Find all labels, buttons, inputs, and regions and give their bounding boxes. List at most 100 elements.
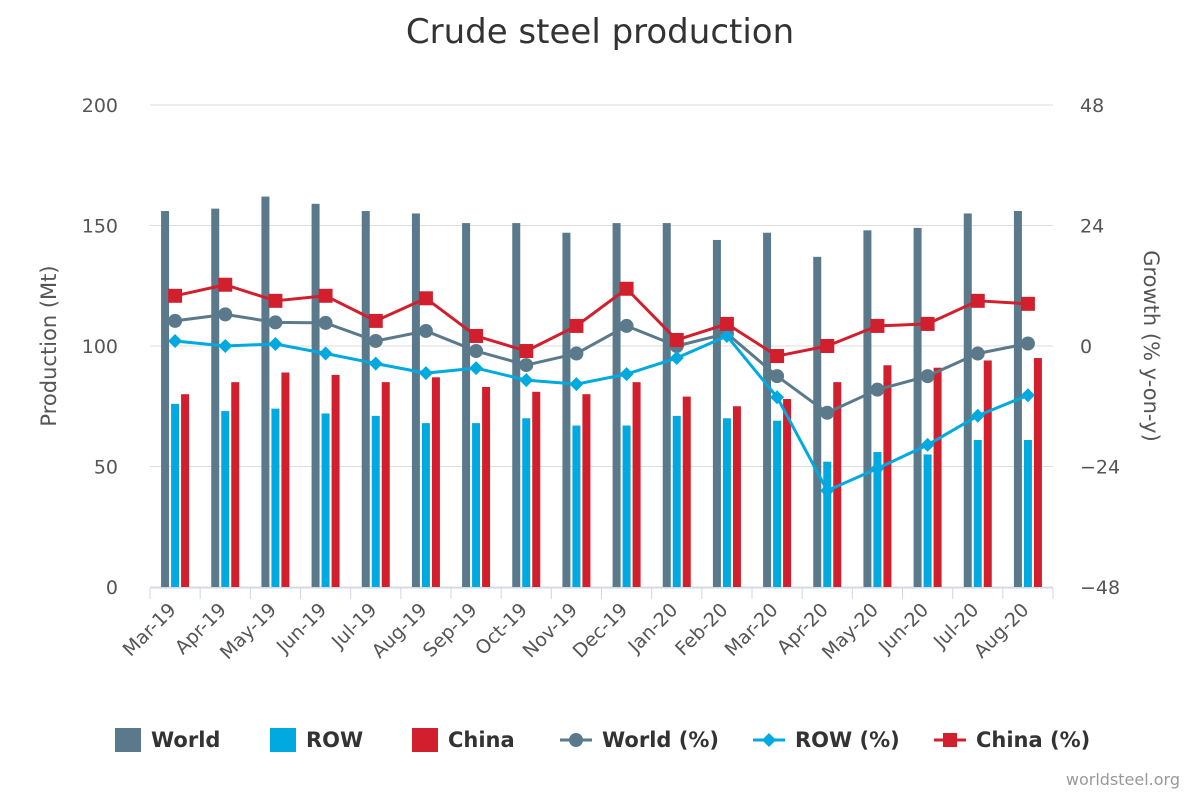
bar-world	[161, 211, 170, 588]
bar-world	[662, 223, 671, 587]
marker-china-pct	[1020, 296, 1035, 311]
bar-world	[211, 208, 220, 587]
legend-swatch-china-pct	[934, 733, 966, 747]
bar-china	[281, 372, 290, 587]
marker-row-pct	[1020, 388, 1035, 403]
y2-tick-label: −24	[1080, 457, 1120, 479]
bar-row	[823, 461, 832, 587]
marker-china-pct	[519, 344, 534, 359]
bar-row	[773, 420, 782, 587]
y-axis-title: Production (Mt)	[37, 265, 61, 426]
bar-row	[371, 415, 380, 587]
marker-row-pct	[770, 390, 785, 405]
marker-row-pct	[719, 328, 734, 343]
x-tick-label: Dec-19	[569, 599, 633, 663]
marker-world-pct	[619, 318, 634, 333]
marker-world-pct	[218, 307, 233, 322]
x-tick-label: Aug-20	[970, 599, 1034, 663]
y-tick-label: 200	[82, 95, 118, 117]
bar-row	[672, 415, 681, 587]
x-tick-label: Jan-20	[623, 599, 682, 658]
bar-china	[532, 391, 541, 587]
marker-world-pct	[469, 344, 484, 359]
bar-china	[933, 367, 942, 587]
bar-world	[763, 232, 772, 588]
marker-row-pct	[569, 377, 584, 392]
marker-china-pct	[318, 288, 333, 303]
legend-swatch-row-pct	[753, 733, 785, 747]
marker-world-pct	[1020, 336, 1035, 351]
bar-world	[863, 230, 872, 587]
source-credit[interactable]: worldsteel.org	[1065, 770, 1180, 789]
y2-tick-label: 48	[1080, 95, 1104, 117]
marker-world-pct	[870, 382, 885, 397]
line-world-pct	[174, 312, 1029, 415]
marker-china-pct	[418, 291, 433, 306]
marker-china-pct	[970, 293, 985, 308]
bar-china	[231, 382, 240, 587]
legend-item-row[interactable]: ROW	[270, 722, 363, 758]
marker-row-pct	[218, 339, 233, 353]
legend-item-world-pct[interactable]: World (%)	[560, 722, 719, 758]
legend-label-world-pct: World (%)	[602, 728, 719, 752]
marker-china-pct	[218, 277, 233, 292]
marker-row-pct	[820, 483, 835, 498]
legend-label-china-pct: China (%)	[976, 728, 1091, 752]
bar-row	[923, 454, 932, 587]
y-tick-label: 150	[82, 216, 118, 238]
bar-row	[973, 439, 982, 587]
bar-china	[431, 377, 440, 587]
marker-china-pct	[569, 318, 584, 333]
marker-row-pct	[970, 408, 985, 423]
bar-china	[582, 394, 591, 587]
legend-item-row-pct[interactable]: ROW (%)	[753, 722, 900, 758]
bar-china	[983, 360, 992, 587]
legend-item-china-pct[interactable]: China (%)	[934, 722, 1090, 758]
legend-label-world: World	[151, 728, 221, 752]
marker-china-pct	[619, 281, 634, 296]
marker-world-pct	[820, 405, 835, 420]
bar-china	[682, 396, 691, 587]
bar-world	[462, 223, 471, 587]
legend-item-china[interactable]: China	[412, 722, 515, 758]
bar-world	[512, 223, 521, 587]
bar-world	[963, 213, 972, 587]
bar-row	[572, 425, 581, 587]
line-row-pct	[174, 334, 1029, 493]
bar-world	[261, 196, 270, 587]
bar-row	[622, 425, 631, 587]
line-china-pct	[174, 283, 1029, 358]
marker-row-pct	[870, 461, 885, 476]
marker-world-pct	[368, 333, 383, 348]
marker-china-pct	[469, 328, 484, 343]
x-tick-label: Jun-20	[874, 599, 933, 658]
bar-china	[331, 374, 340, 587]
y2-tick-label: 0	[1080, 336, 1092, 358]
legend-item-world[interactable]: World	[115, 722, 220, 758]
chart-title: Crude steel production	[405, 12, 795, 52]
x-tick-label: Mar-19	[119, 599, 181, 661]
bar-world	[361, 211, 370, 588]
marker-row-pct	[669, 351, 684, 366]
y-tick-label: 0	[106, 577, 118, 599]
marker-world-pct	[318, 315, 333, 330]
bar-row	[722, 418, 731, 587]
bar-row	[271, 408, 280, 587]
marker-world-pct	[920, 369, 935, 384]
marker-china-pct	[669, 332, 684, 347]
marker-world-pct	[770, 369, 785, 384]
y-tick-label: 100	[82, 336, 118, 358]
x-tick-label: Mar-20	[721, 599, 783, 661]
legend-swatch-world	[115, 728, 141, 752]
legend-label-china: China	[448, 728, 515, 752]
y2-axis-title: Growth (% y-on-y)	[1139, 250, 1163, 442]
bar-row	[321, 413, 330, 587]
legend-label-row: ROW	[306, 728, 364, 752]
marker-row-pct	[268, 336, 283, 351]
legend-label-row-pct: ROW (%)	[795, 728, 900, 752]
legend-swatch-china	[412, 728, 438, 752]
marker-world-pct	[168, 313, 183, 328]
marker-china-pct	[268, 293, 283, 308]
bar-china	[181, 394, 190, 587]
